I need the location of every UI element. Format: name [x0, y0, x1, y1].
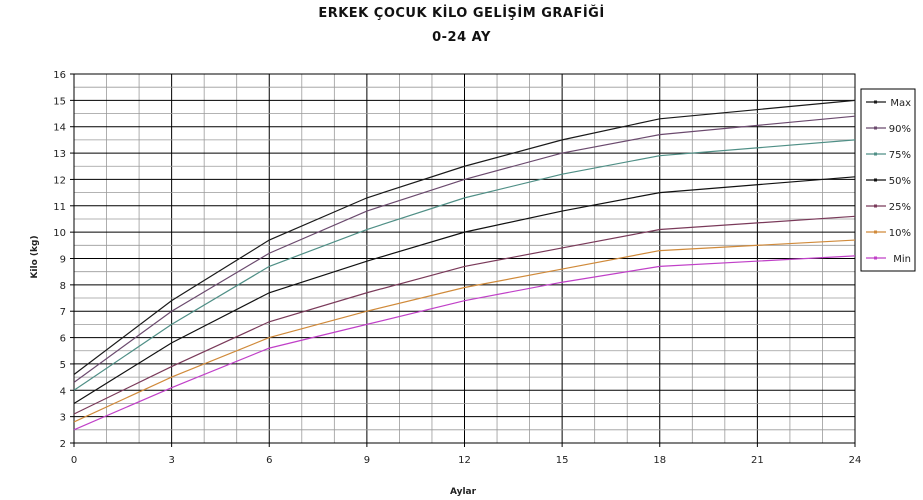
series-line-max	[73, 99, 856, 375]
legend-label: 75%	[889, 150, 911, 161]
y-tick-label: 2	[60, 439, 66, 450]
legend-label: 10%	[889, 228, 911, 239]
y-tick-label: 3	[60, 413, 66, 424]
legend-marker	[874, 100, 877, 104]
legend-label: 50%	[889, 176, 911, 187]
legend-marker	[874, 152, 877, 156]
y-tick-label: 11	[53, 202, 66, 213]
series-line-10pct	[73, 239, 856, 423]
series-line-75pct	[73, 139, 856, 391]
y-tick-label: 14	[53, 123, 66, 134]
y-tick-label: 7	[60, 307, 66, 318]
legend: Max 90% 75% 50% 25% 10% Min	[860, 88, 916, 272]
y-tick-label: 13	[53, 149, 66, 160]
y-tick-label: 8	[60, 281, 66, 292]
legend-label: Max	[890, 98, 911, 109]
legend-marker	[874, 178, 877, 182]
legend-marker	[874, 256, 877, 260]
x-tick-label: 0	[71, 455, 77, 466]
x-tick-label: 3	[168, 455, 174, 466]
x-tick-label: 12	[458, 455, 471, 466]
y-tick-label: 12	[53, 175, 66, 186]
x-tick-label: 15	[556, 455, 569, 466]
y-tick-label: 15	[53, 96, 66, 107]
grid	[73, 73, 856, 444]
x-tick-label: 21	[751, 455, 764, 466]
y-tick-label: 5	[60, 360, 66, 371]
legend-label: 25%	[889, 202, 911, 213]
y-tick-label: 10	[53, 228, 66, 239]
legend-label: 90%	[889, 124, 911, 135]
x-tick-label: 18	[653, 455, 666, 466]
y-axis-label: Kilo (kg)	[30, 235, 40, 278]
y-tick-label: 4	[60, 386, 66, 397]
x-tick-label: 9	[364, 455, 370, 466]
legend-marker	[874, 230, 877, 234]
chart-subtitle: 0-24 AY	[432, 30, 491, 45]
y-tick-label: 6	[60, 334, 66, 345]
y-tick-label: 16	[53, 70, 66, 81]
legend-marker	[874, 126, 877, 130]
x-tick-label: 24	[849, 455, 862, 466]
series-line-min	[73, 255, 856, 431]
series-line-25pct	[73, 215, 856, 415]
legend-marker	[874, 204, 877, 208]
x-axis-label: Aylar	[450, 487, 477, 497]
series-line-90pct	[73, 115, 856, 383]
axis-ticks: 0 3 6 9 12 15 18 21 24 2 3 4 5 6 7 8 9 10 11 12 13 14 15 16	[53, 70, 861, 466]
series-lines	[73, 99, 856, 431]
x-tick-label: 6	[266, 455, 272, 466]
chart-title: ERKEK ÇOCUK KİLO GELİŞİM GRAFİĞİ	[318, 6, 605, 21]
legend-label: Min	[893, 254, 911, 265]
y-tick-label: 9	[60, 255, 66, 266]
series-line-50pct	[73, 176, 856, 404]
